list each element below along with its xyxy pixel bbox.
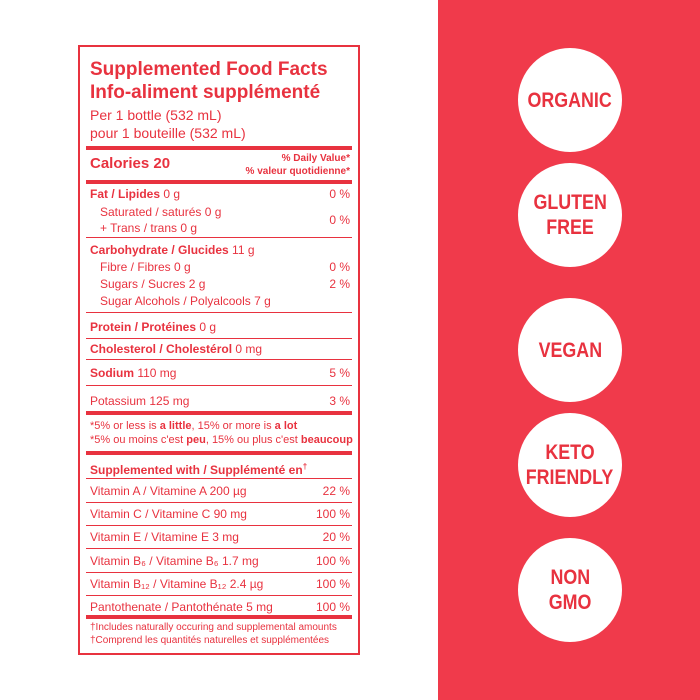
daily-value-fr: % valeur quotidienne* [245, 166, 350, 177]
nutrient: Sodium 110 mg [90, 366, 176, 380]
badge-text: NON [550, 566, 590, 589]
amount: 0 g [199, 320, 217, 334]
badge-text: GLUTEN [533, 191, 607, 214]
rule [86, 451, 352, 455]
supplemented: Supplemented with / Supplémenté en† [90, 460, 307, 477]
text: a little [159, 420, 192, 432]
dv: 5 % [329, 366, 350, 380]
rule [86, 615, 352, 619]
nutrient: Carbohydrate / Glucides 11 g [90, 243, 255, 257]
badge-text: ORGANIC [527, 88, 613, 112]
calories: Calories 20 [90, 155, 171, 172]
vitamin: Vitamin E / Vitamine E 3 mg [90, 530, 239, 545]
label: Cholesterol / Cholestérol [90, 342, 233, 356]
label: Protein / Protéines [90, 320, 197, 334]
title-fr: Info-aliment supplémenté [90, 82, 321, 103]
label: Fat / Lipides [90, 187, 161, 201]
nutrient: Cholesterol / Cholestérol 0 mg [90, 342, 262, 356]
nutrient: Protein / Protéines 0 g [90, 320, 216, 334]
badge: ORGANIC [518, 48, 622, 152]
note: †Comprend les quantités naturelles et su… [90, 635, 330, 646]
nutrient: Potassium 125 mg [90, 394, 190, 408]
vitamin: Vitamin B₁₂ / Vitamine B₁₂ 2.4 µg [90, 576, 264, 591]
badge-text: VEGAN [538, 338, 602, 362]
badge: KETO FRIENDLY [518, 413, 622, 517]
rule [86, 548, 352, 550]
badge: GLUTEN FREE [518, 163, 622, 267]
amount: 0 g [163, 187, 181, 201]
amount: 110 mg [137, 366, 177, 380]
nutrient: Saturated / saturés 0 g [100, 205, 222, 219]
text: , 15% ou plus c'est [205, 434, 301, 446]
badge: NON GMO [518, 538, 622, 642]
rule [86, 502, 352, 503]
dv: 0 % [329, 187, 350, 201]
nutrient: Sugar Alcohols / Polyalcools 7 g [100, 294, 271, 308]
vitamin: Vitamin B₆ / Vitamine B₆ 1.7 mg [90, 553, 259, 568]
rule [86, 594, 352, 596]
footnote: *5% ou moins c'est peu, 15% ou plus c'es… [90, 433, 353, 447]
dv: 0 % [329, 260, 350, 274]
vitamin: Pantothenate / Pantothénate 5 mg [90, 600, 273, 614]
dv: 2 % [329, 277, 350, 291]
rule [86, 237, 352, 238]
text: peu [186, 434, 206, 446]
label: Carbohydrate / Glucides [90, 243, 229, 257]
rule [86, 312, 352, 313]
rule [86, 180, 352, 184]
dv: 0 % [329, 213, 350, 227]
rule [86, 338, 352, 339]
rule [86, 385, 352, 386]
text: Supplemented with / Supplémenté en [90, 463, 303, 477]
note: †Includes naturally occuring and supplem… [90, 622, 337, 633]
nutrient: + Trans / trans 0 g [100, 221, 198, 235]
rule [86, 571, 352, 573]
nutrition-panel: Supplemented Food Facts Info-aliment sup… [78, 45, 360, 655]
text: , 15% or more is [191, 420, 275, 432]
text: a lot [274, 420, 298, 432]
nutrient: Fat / Lipides 0 g [90, 187, 180, 201]
text: *5% or less is [90, 420, 160, 432]
rule [86, 411, 352, 415]
title: Supplemented Food Facts [90, 59, 328, 80]
dv: 100 % [315, 576, 350, 591]
amount: 11 g [232, 243, 255, 257]
dv: 22 % [322, 484, 350, 498]
badge-text: GMO [548, 591, 592, 614]
dv: 100 % [315, 553, 350, 568]
text: *5% ou moins c'est [90, 434, 187, 446]
vitamin: Vitamin C / Vitamine C 90 mg [90, 507, 247, 522]
badge-text: FRIENDLY [526, 466, 614, 489]
badge: VEGAN [518, 298, 622, 402]
dv: 3 % [329, 394, 350, 408]
dv: 100 % [315, 600, 350, 614]
mark: † [302, 462, 308, 471]
badge-text: FREE [546, 216, 594, 239]
footnote: *5% or less is a little, 15% or more is … [90, 419, 297, 433]
rule [86, 359, 352, 360]
dv: 20 % [322, 530, 350, 545]
rule [86, 525, 352, 527]
nutrient: Fibre / Fibres 0 g [100, 260, 191, 274]
serving-fr: pour 1 bouteille (532 mL) [90, 125, 246, 141]
rule [86, 478, 352, 479]
badge-text: KETO [545, 441, 595, 464]
daily-value: % Daily Value* [281, 153, 350, 164]
label: Sodium [90, 366, 134, 380]
amount: 0 mg [235, 342, 263, 356]
dv: 100 % [315, 507, 350, 522]
nutrient: Sugars / Sucres 2 g [100, 277, 206, 291]
text: beaucoup [300, 434, 353, 446]
serving: Per 1 bottle (532 mL) [90, 107, 222, 123]
vitamin: Vitamin A / Vitamine A 200 µg [90, 484, 247, 498]
rule [86, 146, 352, 150]
